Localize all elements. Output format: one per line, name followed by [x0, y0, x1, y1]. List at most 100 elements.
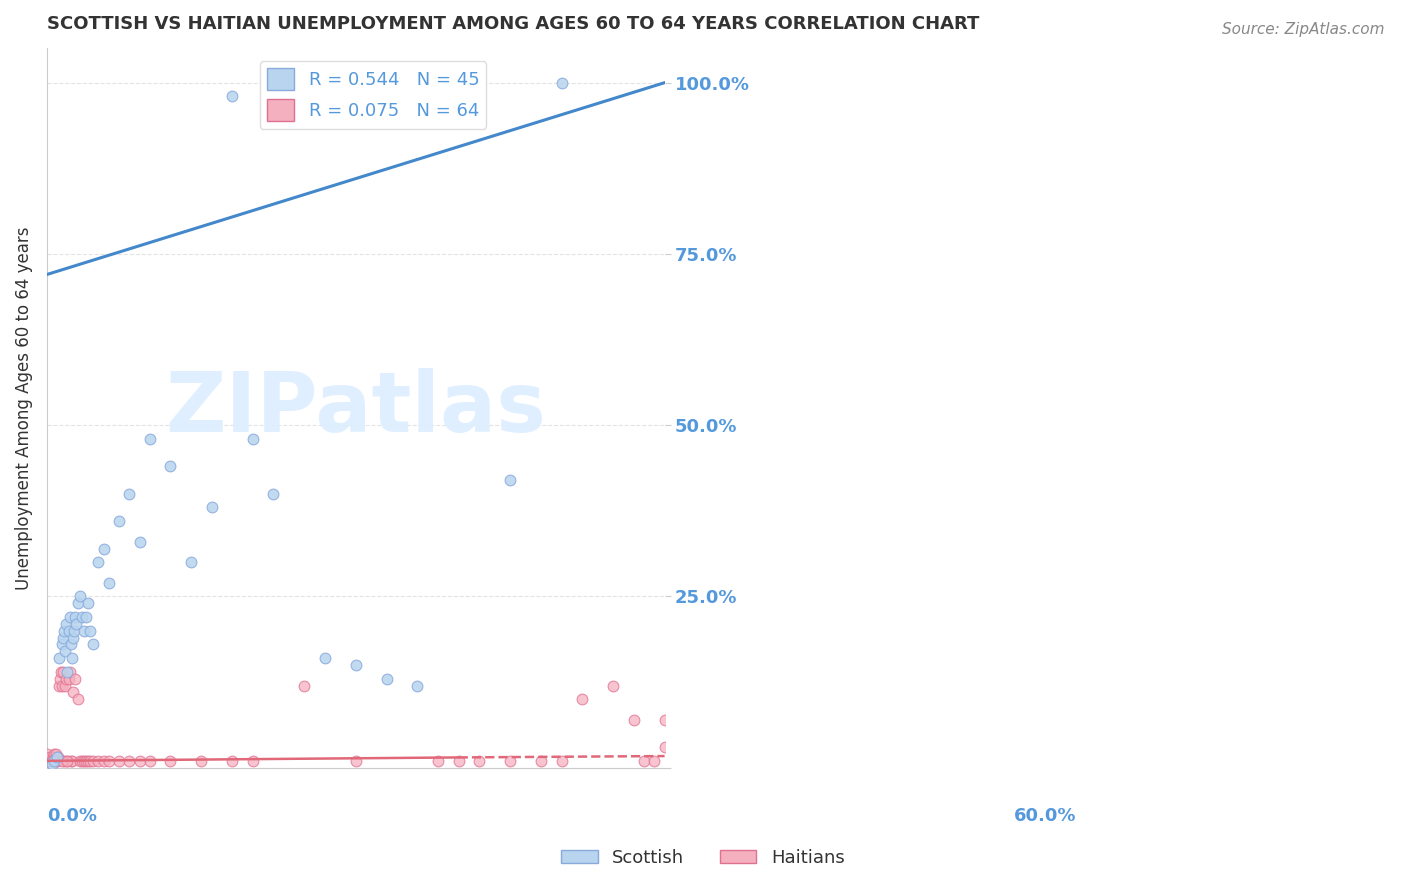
Point: [48, 679, 70, 693]
Point: [48, 651, 70, 665]
Point: [42, 754, 65, 768]
Point: [70, 610, 93, 624]
Point: [654, 713, 676, 727]
Point: [46, 750, 69, 764]
Point: [41, 754, 63, 768]
Text: SCOTTISH VS HAITIAN UNEMPLOYMENT AMONG AGES 60 TO 64 YEARS CORRELATION CHART: SCOTTISH VS HAITIAN UNEMPLOYMENT AMONG A…: [46, 15, 979, 33]
Point: [77, 754, 100, 768]
Point: [69, 590, 91, 604]
Point: [58, 624, 80, 638]
Point: [38, 754, 60, 768]
Point: [221, 89, 243, 103]
Point: [62, 624, 84, 638]
Point: [51, 754, 73, 768]
Point: [60, 754, 83, 768]
Point: [643, 754, 665, 768]
Point: [44, 754, 66, 768]
Point: [65, 616, 87, 631]
Point: [550, 754, 572, 768]
Point: [633, 754, 655, 768]
Point: [45, 747, 67, 761]
Point: [58, 665, 80, 679]
Text: 60.0%: 60.0%: [1014, 807, 1077, 825]
Point: [58, 610, 80, 624]
Text: 0.0%: 0.0%: [46, 807, 97, 825]
Point: [55, 616, 77, 631]
Point: [93, 541, 115, 556]
Point: [499, 473, 522, 487]
Point: [79, 624, 101, 638]
Point: [66, 692, 89, 706]
Y-axis label: Unemployment Among Ages 60 to 64 years: Unemployment Among Ages 60 to 64 years: [15, 227, 32, 590]
Point: [108, 754, 131, 768]
Point: [79, 754, 101, 768]
Point: [571, 692, 593, 706]
Point: [623, 713, 645, 727]
Point: [41, 757, 63, 772]
Point: [344, 754, 367, 768]
Point: [63, 610, 86, 624]
Point: [344, 657, 367, 672]
Point: [55, 672, 77, 686]
Point: [73, 754, 96, 768]
Point: [200, 500, 222, 515]
Point: [53, 754, 76, 768]
Point: [35, 747, 58, 761]
Point: [82, 637, 104, 651]
Point: [128, 754, 150, 768]
Point: [51, 637, 73, 651]
Point: [53, 624, 76, 638]
Point: [51, 665, 73, 679]
Point: [59, 754, 82, 768]
Point: [190, 754, 212, 768]
Point: [52, 665, 75, 679]
Point: [60, 651, 83, 665]
Point: [128, 534, 150, 549]
Point: [159, 459, 181, 474]
Point: [56, 665, 79, 679]
Point: [292, 679, 315, 693]
Point: [73, 624, 96, 638]
Point: [70, 754, 93, 768]
Point: [58, 672, 80, 686]
Point: [602, 679, 624, 693]
Point: [406, 679, 429, 693]
Point: [75, 610, 97, 624]
Point: [242, 432, 264, 446]
Point: [66, 596, 89, 610]
Point: [468, 754, 491, 768]
Point: [55, 679, 77, 693]
Point: [159, 754, 181, 768]
Point: [654, 740, 676, 755]
Point: [49, 672, 72, 686]
Text: Source: ZipAtlas.com: Source: ZipAtlas.com: [1222, 22, 1385, 37]
Point: [242, 754, 264, 768]
Point: [41, 754, 63, 768]
Point: [62, 685, 84, 699]
Point: [427, 754, 450, 768]
Point: [46, 750, 69, 764]
Point: [46, 754, 69, 768]
Point: [530, 754, 553, 768]
Point: [63, 672, 86, 686]
Point: [118, 754, 141, 768]
Legend: R = 0.544   N = 45, R = 0.075   N = 64: R = 0.544 N = 45, R = 0.075 N = 64: [260, 61, 486, 128]
Point: [221, 754, 243, 768]
Point: [93, 754, 115, 768]
Point: [499, 754, 522, 768]
Point: [56, 754, 79, 768]
Point: [77, 596, 100, 610]
Point: [82, 754, 104, 768]
Point: [55, 644, 77, 658]
Point: [550, 76, 572, 90]
Point: [87, 555, 110, 569]
Point: [75, 754, 97, 768]
Point: [35, 754, 58, 768]
Point: [69, 754, 91, 768]
Text: ZIPatlas: ZIPatlas: [166, 368, 546, 449]
Point: [46, 754, 69, 768]
Point: [51, 679, 73, 693]
Point: [97, 575, 120, 590]
Point: [375, 672, 398, 686]
Point: [52, 631, 75, 645]
